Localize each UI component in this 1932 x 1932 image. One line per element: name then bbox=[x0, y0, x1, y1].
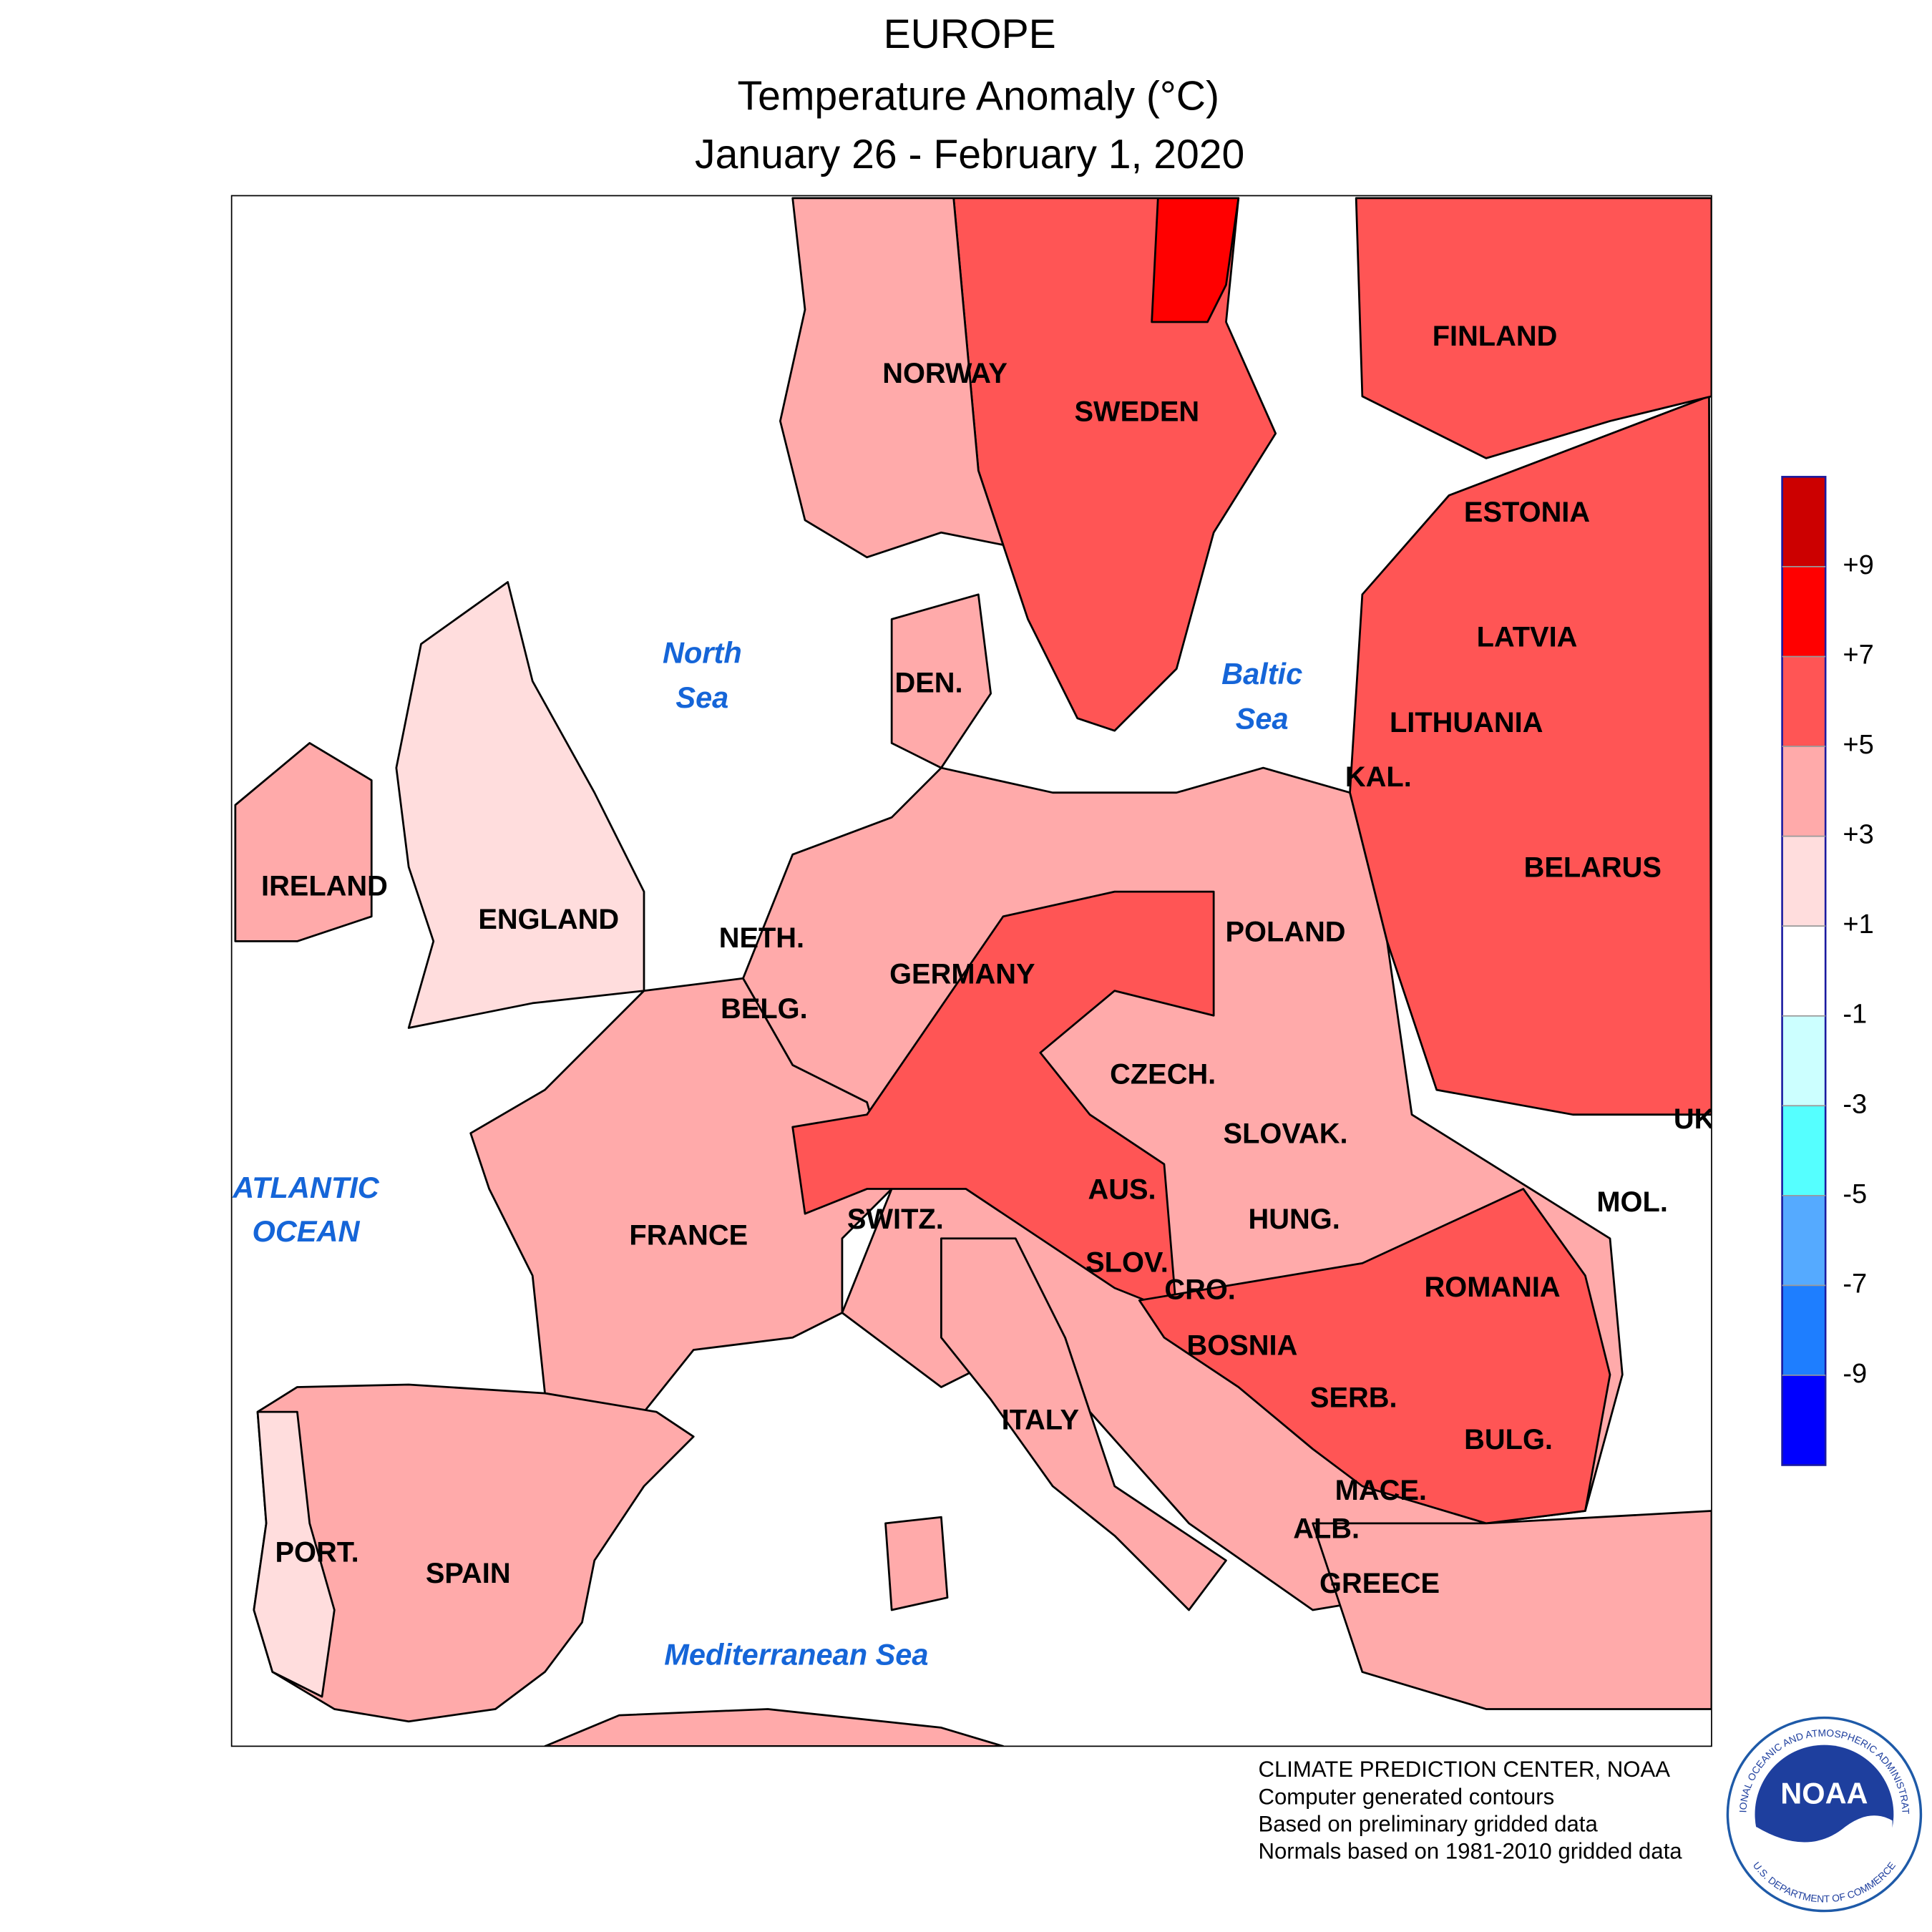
country-label: SWITZ. bbox=[847, 1204, 944, 1235]
country-label: PORT. bbox=[275, 1537, 358, 1568]
legend-tick-label: +1 bbox=[1843, 909, 1873, 940]
logo-text: NOAA bbox=[1780, 1777, 1868, 1810]
legend-tick-label: -5 bbox=[1843, 1179, 1867, 1209]
country-label: GERMANY bbox=[889, 958, 1035, 990]
land-norway bbox=[779, 197, 1005, 559]
sea-label: North bbox=[663, 636, 742, 670]
land-sweden bbox=[952, 197, 1277, 732]
country-label: MOL. bbox=[1596, 1186, 1667, 1218]
legend-box bbox=[1782, 1375, 1826, 1465]
legend-box bbox=[1782, 477, 1826, 567]
legend: +9 +7 +5 +3 +1 -1 -3 -5 -7 -9 bbox=[1781, 476, 1874, 1466]
legend-tick-label: -7 bbox=[1843, 1269, 1867, 1299]
land-portugal bbox=[253, 1410, 336, 1698]
country-label: BULG. bbox=[1464, 1424, 1553, 1455]
legend-tick-label: -1 bbox=[1843, 1000, 1867, 1030]
country-label: NETH. bbox=[719, 922, 804, 954]
country-label: ITALY bbox=[1002, 1404, 1079, 1435]
title: EUROPE bbox=[884, 11, 1056, 57]
country-label: LITHUANIA bbox=[1390, 707, 1543, 738]
country-label: DEN. bbox=[895, 668, 963, 699]
country-label: KAL. bbox=[1345, 761, 1412, 793]
legend-box bbox=[1782, 1195, 1826, 1286]
subtitle: Temperature Anomaly (°C) bbox=[738, 74, 1219, 119]
country-label: POLAND bbox=[1226, 917, 1346, 948]
country-label: SWEDEN bbox=[1075, 396, 1200, 428]
sea-label: OCEAN bbox=[253, 1214, 361, 1248]
map-labels: NORWAY SWEDEN FINLAND ESTONIA LATVIA LITHUANI… bbox=[232, 321, 1715, 1672]
anomaly-core-balkans bbox=[1138, 1188, 1611, 1525]
footer-line: CLIMATE PREDICTION CENTER, NOAA bbox=[1258, 1757, 1670, 1782]
land-east bbox=[1349, 395, 1712, 1116]
country-label: BELARUS bbox=[1524, 852, 1662, 884]
legend-tick-label: -9 bbox=[1843, 1359, 1867, 1389]
country-label: FRANCE bbox=[629, 1220, 748, 1252]
label-clip: NORWAY SWEDEN FINLAND ESTONIA LATVIA LITHUANI… bbox=[232, 321, 1715, 1672]
date-range: January 26 - February 1, 2020 bbox=[695, 132, 1244, 177]
land-denmark bbox=[890, 593, 992, 769]
sea-label: ATLANTIC bbox=[232, 1171, 379, 1204]
legend-box bbox=[1782, 566, 1826, 657]
anomaly-peak-sweden bbox=[1151, 197, 1240, 323]
country-label: NORWAY bbox=[882, 358, 1008, 389]
legend-tick-label: +3 bbox=[1843, 820, 1873, 850]
country-label: ALB. bbox=[1293, 1513, 1360, 1545]
sea-label: Sea bbox=[1236, 701, 1289, 735]
country-label: IRELAND bbox=[261, 870, 388, 902]
land-finland bbox=[1355, 197, 1712, 459]
country-label: BOSNIA bbox=[1187, 1330, 1298, 1362]
country-label: BELG. bbox=[721, 993, 808, 1025]
land-britain bbox=[395, 581, 645, 1029]
country-label: CRO. bbox=[1164, 1274, 1236, 1306]
country-label: SERB. bbox=[1310, 1382, 1397, 1413]
country-label: FINLAND bbox=[1433, 321, 1558, 352]
legend-tick-label: +5 bbox=[1843, 730, 1873, 760]
country-label: LATVIA bbox=[1477, 622, 1578, 653]
legend-frame bbox=[1781, 476, 1827, 1466]
legend-box bbox=[1782, 1285, 1826, 1375]
footer-line: Normals based on 1981-2010 gridded data bbox=[1258, 1838, 1682, 1863]
country-label: ROMANIA bbox=[1425, 1272, 1561, 1303]
country-label: MACE. bbox=[1335, 1475, 1427, 1506]
land-greece-turkey bbox=[1312, 1510, 1712, 1710]
country-label: SLOV. bbox=[1085, 1247, 1169, 1279]
land-ireland bbox=[234, 742, 373, 942]
land-sardinia bbox=[884, 1516, 949, 1611]
sea-label: Sea bbox=[675, 680, 728, 714]
legend-tick-label: +9 bbox=[1843, 550, 1873, 580]
country-label: ESTONIA bbox=[1464, 497, 1590, 528]
land-france bbox=[469, 977, 893, 1413]
legend-tick-label: +7 bbox=[1843, 640, 1873, 670]
legend-box bbox=[1782, 1106, 1826, 1196]
logo-bird bbox=[1756, 1815, 1893, 1888]
country-label: CZECH. bbox=[1110, 1059, 1216, 1091]
land-north-africa bbox=[544, 1708, 1005, 1747]
legend-box bbox=[1782, 746, 1826, 836]
map-frame bbox=[230, 195, 1712, 1747]
country-label: HUNG. bbox=[1249, 1204, 1340, 1235]
legend-box bbox=[1782, 1015, 1826, 1106]
legend-box bbox=[1782, 926, 1826, 1016]
land-italy bbox=[940, 1237, 1227, 1611]
legend-box bbox=[1782, 656, 1826, 747]
sea-label: Mediterranean Sea bbox=[664, 1638, 928, 1672]
legend-tick-label: -3 bbox=[1843, 1089, 1867, 1119]
country-label: UK bbox=[1674, 1103, 1715, 1135]
country-label: AUS. bbox=[1088, 1174, 1156, 1206]
footer-line: Based on preliminary gridded data bbox=[1258, 1811, 1598, 1836]
country-label: SLOVAK. bbox=[1224, 1118, 1348, 1150]
sea-label: Baltic bbox=[1221, 657, 1302, 691]
map bbox=[231, 195, 1712, 1747]
country-label: ENGLAND bbox=[478, 904, 619, 935]
footer-line: Computer generated contours bbox=[1258, 1784, 1554, 1809]
country-label: SPAIN bbox=[426, 1558, 511, 1589]
legend-box bbox=[1782, 836, 1826, 927]
country-label: GREECE bbox=[1319, 1568, 1440, 1599]
anomaly-core-central bbox=[791, 890, 1215, 1314]
